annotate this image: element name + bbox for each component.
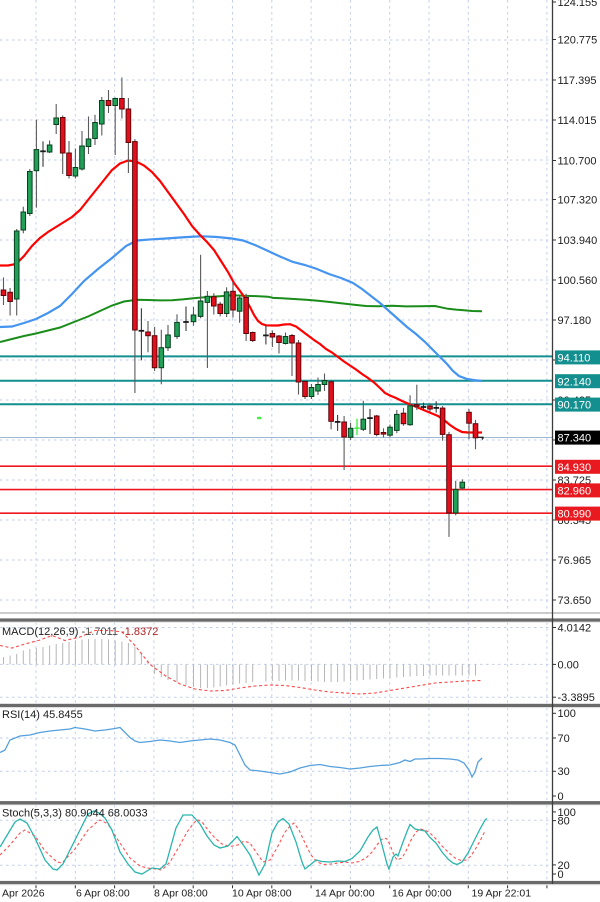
svg-text:92.140: 92.140 (558, 376, 592, 388)
svg-text:19 Apr 22:01: 19 Apr 22:01 (472, 888, 532, 900)
svg-text:0: 0 (558, 869, 564, 881)
svg-text:94.110: 94.110 (558, 353, 591, 365)
svg-text:73.650: 73.650 (558, 595, 592, 607)
svg-text:6 Apr 08:00: 6 Apr 08:00 (76, 888, 130, 900)
svg-text:82.960: 82.960 (558, 486, 592, 498)
svg-text:80: 80 (558, 816, 570, 828)
svg-text:0: 0 (558, 791, 564, 803)
svg-text:114.015: 114.015 (558, 115, 597, 127)
svg-text:100.560: 100.560 (558, 275, 598, 287)
svg-text:-3.3895: -3.3895 (558, 692, 595, 704)
svg-text:100: 100 (558, 807, 576, 819)
svg-text:110.700: 110.700 (558, 155, 597, 167)
svg-text:84.930: 84.930 (558, 462, 592, 474)
svg-text:0.00: 0.00 (558, 659, 579, 671)
svg-text:20: 20 (558, 860, 570, 872)
svg-text:30: 30 (558, 766, 570, 778)
svg-text:76.965: 76.965 (558, 555, 592, 567)
svg-text:117.395: 117.395 (558, 75, 597, 87)
svg-text:Apr 2026: Apr 2026 (2, 888, 45, 900)
svg-text:80.990: 80.990 (558, 509, 592, 521)
svg-text:8 Apr 08:00: 8 Apr 08:00 (154, 888, 208, 900)
svg-text:10 Apr 08:00: 10 Apr 08:00 (232, 888, 292, 900)
svg-text:103.940: 103.940 (558, 235, 598, 247)
svg-text:RSI(14) 45.8455: RSI(14) 45.8455 (2, 709, 83, 721)
svg-text:4.0142: 4.0142 (558, 622, 592, 634)
svg-text:90.170: 90.170 (558, 400, 592, 412)
svg-text:87.340: 87.340 (558, 433, 592, 445)
svg-text:107.320: 107.320 (558, 194, 598, 206)
svg-text:16 Apr 00:00: 16 Apr 00:00 (392, 888, 452, 900)
svg-text:Stoch(5,3,3) 80.9044 68.0033: Stoch(5,3,3) 80.9044 68.0033 (2, 808, 148, 820)
svg-text:70: 70 (558, 733, 570, 745)
svg-text:MACD(12,26,9) -1.7011 -1.8372: MACD(12,26,9) -1.7011 -1.8372 (2, 626, 158, 638)
svg-text:14 Apr 00:00: 14 Apr 00:00 (315, 888, 375, 900)
svg-text:120.775: 120.775 (558, 34, 598, 46)
svg-text:100: 100 (558, 708, 576, 720)
svg-text:97.180: 97.180 (558, 315, 592, 327)
svg-text:124.155: 124.155 (558, 0, 598, 9)
